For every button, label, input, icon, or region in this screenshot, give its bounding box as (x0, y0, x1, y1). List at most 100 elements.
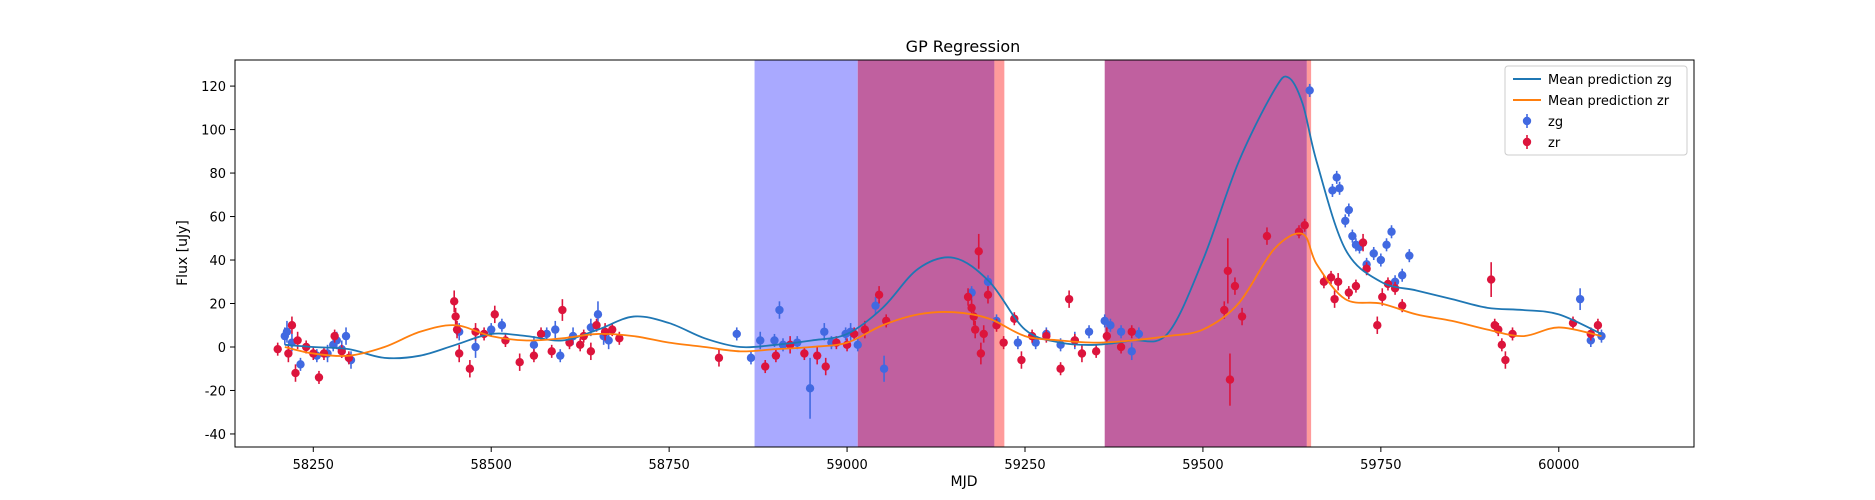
x-tick-label: 58750 (648, 458, 689, 473)
zg-point (1344, 203, 1354, 217)
zr-point (1319, 275, 1329, 289)
zr-point (999, 336, 1008, 350)
zr-point (1486, 262, 1496, 297)
zg-point (1328, 183, 1337, 197)
y-tick-label: 0 (218, 341, 226, 356)
data-points (273, 83, 1606, 419)
legend-label: Mean prediction zr (1548, 94, 1670, 109)
zg-point (1013, 336, 1023, 350)
y-axis-label: Flux [uJy] (175, 220, 191, 286)
zr-point (1262, 227, 1272, 245)
zg-point (775, 301, 784, 319)
zr-point (970, 320, 980, 339)
zr-point (771, 349, 781, 363)
zr-point (714, 349, 724, 367)
y-tick-label: -20 (205, 384, 226, 399)
zr-point (976, 342, 986, 365)
y-tick-label: 20 (209, 298, 226, 313)
zg-point (1348, 229, 1357, 243)
legend-point-marker (1522, 137, 1532, 147)
zr-point (974, 233, 983, 269)
zg-point (1376, 253, 1386, 267)
zr-point (1064, 290, 1074, 308)
zg-point (746, 351, 756, 365)
shaded-bands (754, 60, 1312, 447)
zr-point (451, 307, 460, 326)
x-tick-label: 59250 (1004, 458, 1045, 473)
zg-point (1398, 268, 1407, 282)
zg-point (879, 355, 889, 382)
zr-point (1225, 353, 1235, 406)
zg-point (1369, 246, 1378, 261)
zr-point (979, 325, 988, 343)
zr-point (465, 360, 475, 378)
plot-frame (234, 59, 1695, 448)
zr-point (761, 360, 770, 374)
zr-point (1593, 318, 1603, 332)
zg-point (282, 320, 292, 343)
zr-point (1300, 218, 1309, 232)
shaded-band-blue (754, 60, 858, 447)
zr-point (1223, 238, 1233, 304)
zg-point (1305, 83, 1314, 97)
zr-point (291, 364, 300, 382)
zg-point (296, 357, 305, 371)
line-mean-prediction-zr (284, 232, 1602, 357)
zr-point (1077, 344, 1087, 363)
zg-point (1332, 170, 1341, 184)
zr-point (874, 286, 884, 304)
x-tick-label: 59500 (1182, 458, 1223, 473)
zr-point (1326, 270, 1336, 284)
zr-point (812, 346, 822, 365)
y-tick-label: 60 (209, 211, 226, 226)
zr-point (1501, 351, 1510, 369)
zg-point (1100, 314, 1109, 328)
zr-point (1378, 288, 1387, 306)
zr-point (1373, 316, 1382, 334)
zg-point (1387, 225, 1396, 239)
x-tick-label: 58500 (471, 458, 512, 473)
zg-point (1127, 342, 1136, 361)
y-tick-label: 40 (209, 254, 226, 269)
zr-point (800, 346, 809, 361)
zr-point (1358, 233, 1368, 252)
zg-point (1134, 327, 1144, 341)
y-tick-label: 120 (201, 80, 226, 95)
y-tick-label: 100 (201, 124, 226, 139)
zr-point (314, 370, 324, 384)
x-axis-label: MJD (951, 474, 978, 490)
x-tick-label: 60000 (1538, 458, 1579, 473)
zr-point (287, 316, 297, 334)
zr-point (1330, 290, 1339, 308)
zr-point (1351, 279, 1361, 293)
zr-point (983, 286, 993, 304)
zg-point (551, 320, 560, 339)
zg-point (1575, 288, 1585, 311)
zg-point (805, 357, 815, 419)
x-tick-label: 59750 (1360, 458, 1401, 473)
zg-point (1341, 214, 1350, 228)
x-tick-label: 59000 (826, 458, 867, 473)
zg-point (732, 327, 741, 341)
legend-box (1504, 65, 1688, 156)
zr-point (330, 329, 339, 343)
zg-point (1405, 249, 1414, 263)
zr-point (515, 353, 524, 371)
zr-point (490, 305, 499, 324)
zr-point (1127, 325, 1136, 339)
zr-point (450, 290, 459, 313)
zr-point (586, 342, 596, 361)
zr-point (454, 344, 464, 363)
zr-point (529, 349, 539, 363)
zr-point (821, 357, 830, 376)
shaded-band-red (1306, 60, 1312, 447)
zr-point (1237, 307, 1247, 326)
x-tick-label: 58250 (293, 458, 334, 473)
zg-point (820, 323, 829, 341)
zr-point (1333, 273, 1343, 291)
zr-point (547, 344, 556, 358)
chart-title: GP Regression (906, 37, 1021, 56)
zr-point (452, 320, 462, 339)
zr-point (1017, 351, 1026, 369)
zg-point (1106, 318, 1115, 332)
